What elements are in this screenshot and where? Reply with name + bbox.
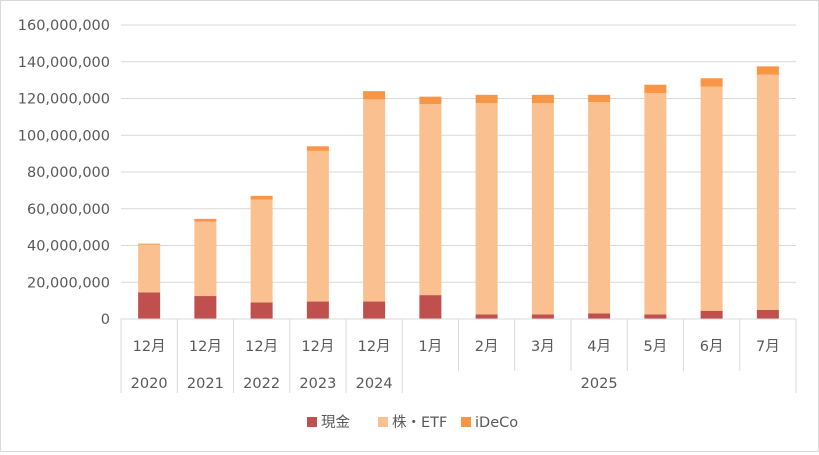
bar-segment-3	[194, 218, 217, 222]
bar-segment-1	[756, 309, 779, 319]
legend-swatch	[378, 417, 388, 427]
bar-segment-3	[756, 66, 779, 75]
bar-segment-3	[306, 146, 329, 151]
x-tick-label: 12月	[245, 339, 278, 355]
bar-segment-1	[138, 292, 161, 319]
x-tick-label: 6月	[700, 339, 724, 355]
x-tick-label: 12月	[133, 339, 166, 355]
x-group-label: 2021	[187, 376, 224, 392]
bar-segment-2	[531, 103, 554, 315]
x-group-label: 2022	[243, 376, 280, 392]
bar-segment-1	[588, 313, 611, 319]
bar-segment-2	[475, 103, 498, 315]
y-axis-tick-labels: 0 20,000,000 40,000,000 60,000,000 80,000,00…	[18, 18, 110, 328]
bar-segment-3	[475, 94, 498, 104]
bar-segment-2	[363, 99, 386, 302]
legend-label: 株・ETF	[392, 414, 447, 431]
x-group-label: 2020	[131, 376, 168, 392]
legend-swatch	[461, 417, 471, 427]
legend: 現金 株・ETF iDeCo	[307, 414, 518, 431]
bar-segment-2	[419, 104, 442, 296]
gridlines	[121, 24, 796, 320]
y-tick-label: 0	[101, 312, 110, 328]
legend-swatch	[307, 417, 317, 427]
bars	[138, 66, 779, 319]
x-axis: 12月 12月 12月 12月 12月 1月 2月 3月 4月 5月 6月 7月 2020 2021 202…	[120, 318, 797, 393]
y-tick-label: 80,000,000	[27, 165, 110, 181]
bar-segment-1	[700, 310, 723, 319]
bar-segment-1	[475, 314, 498, 319]
bar-segment-1	[644, 314, 667, 319]
bar-segment-2	[194, 221, 217, 297]
bar-segment-3	[531, 94, 554, 104]
x-tick-label: 7月	[756, 339, 780, 355]
x-tick-label: 2月	[475, 339, 499, 355]
x-tick-label: 12月	[189, 339, 222, 355]
bar-segment-2	[700, 86, 723, 311]
x-tick-label: 5月	[644, 339, 668, 355]
x-tick-label: 12月	[358, 339, 391, 355]
y-tick-label: 100,000,000	[18, 128, 110, 144]
bar-segment-2	[250, 199, 273, 303]
bar-segment-1	[250, 302, 273, 319]
y-tick-label: 120,000,000	[18, 92, 110, 108]
y-tick-label: 160,000,000	[18, 18, 110, 34]
bar-segment-3	[419, 96, 442, 105]
x-group-label: 2025	[581, 376, 618, 392]
bar-segment-1	[419, 295, 442, 319]
x-tick-label: 1月	[419, 339, 443, 355]
bar-segment-3	[588, 94, 611, 103]
bar-segment-2	[756, 74, 779, 310]
bar-segment-2	[588, 102, 611, 314]
y-tick-label: 140,000,000	[18, 55, 110, 71]
y-tick-label: 40,000,000	[27, 239, 110, 255]
bar-segment-2	[138, 244, 161, 293]
legend-label: iDeCo	[475, 415, 518, 431]
bar-segment-1	[363, 301, 386, 319]
x-tick-label: 3月	[531, 339, 555, 355]
bar-segment-1	[306, 301, 329, 319]
bar-segment-2	[306, 150, 329, 302]
x-tick-label: 4月	[587, 339, 611, 355]
bar-segment-3	[138, 243, 161, 245]
x-group-label: 2023	[299, 376, 336, 392]
bar-segment-3	[363, 91, 386, 100]
x-group-label: 2024	[356, 376, 393, 392]
x-tick-label: 12月	[301, 339, 334, 355]
bar-segment-3	[250, 195, 273, 200]
bar-segment-1	[194, 296, 217, 319]
bar-segment-3	[700, 78, 723, 87]
legend-label: 現金	[321, 414, 350, 431]
y-tick-label: 20,000,000	[27, 275, 110, 291]
bar-segment-3	[644, 84, 667, 93]
bar-segment-1	[531, 314, 554, 319]
y-tick-label: 60,000,000	[27, 202, 110, 218]
bar-segment-2	[644, 92, 667, 315]
